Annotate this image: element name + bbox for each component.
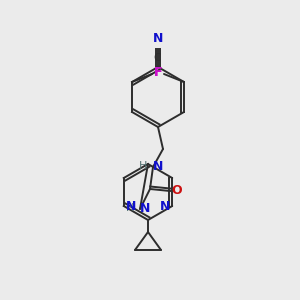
Text: N: N xyxy=(153,160,164,172)
Text: N: N xyxy=(126,200,136,212)
Text: H: H xyxy=(139,161,147,171)
Text: N: N xyxy=(160,200,170,212)
Text: H: H xyxy=(126,203,134,213)
Text: F: F xyxy=(154,67,162,80)
Text: O: O xyxy=(172,184,182,197)
Text: F: F xyxy=(154,67,162,80)
Text: N: N xyxy=(153,32,163,45)
Text: N: N xyxy=(140,202,150,214)
Text: C: C xyxy=(153,53,161,63)
